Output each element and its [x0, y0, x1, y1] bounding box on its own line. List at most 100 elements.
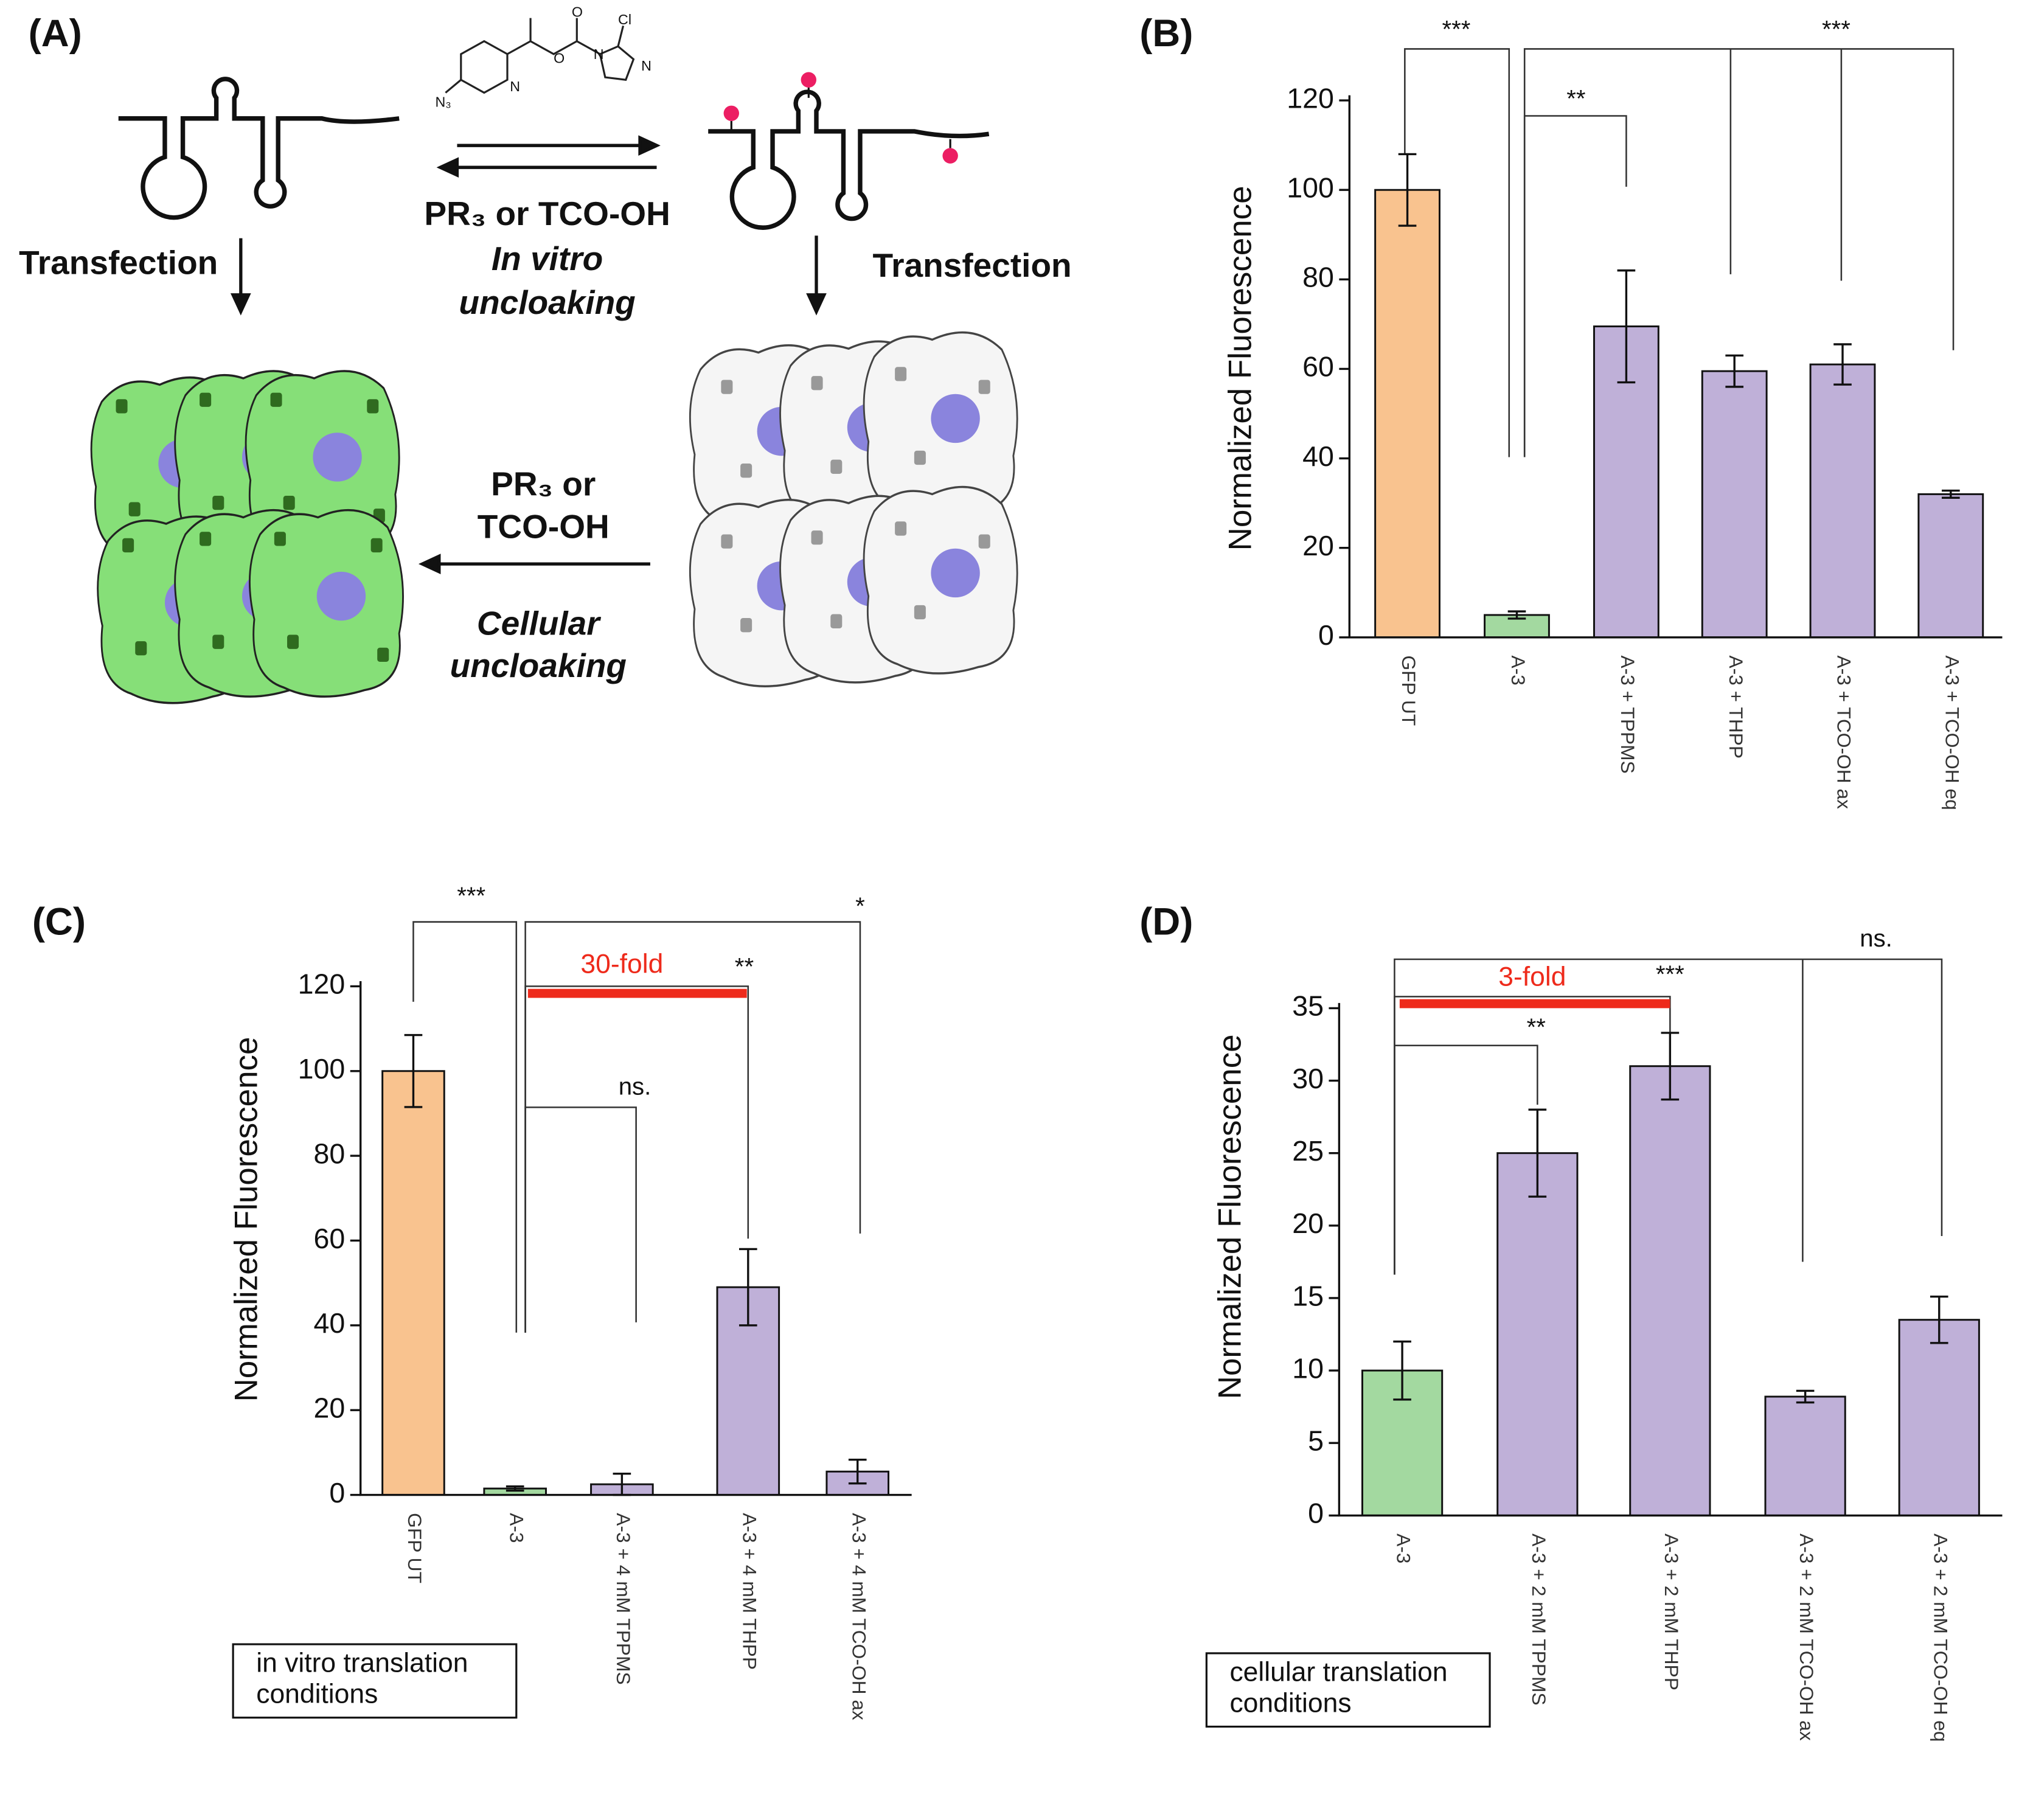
y-tick-label: 30 — [1292, 1063, 1324, 1094]
significance-label: * — [855, 892, 865, 920]
icon — [830, 459, 843, 474]
icon — [212, 634, 224, 649]
x-tick-label: GFP UT — [404, 1513, 426, 1583]
cloak-stem — [730, 87, 951, 148]
label: TCO-OH — [478, 508, 610, 546]
y-tick-label: 60 — [313, 1223, 345, 1254]
icon — [721, 534, 733, 549]
molecule — [445, 18, 635, 94]
rna — [118, 77, 400, 220]
label: Transfection — [873, 246, 1072, 284]
error-bar — [848, 1458, 867, 1485]
y-tick-label: 10 — [1292, 1352, 1324, 1384]
bar — [1374, 189, 1440, 639]
y-tick-label: 5 — [1308, 1425, 1324, 1457]
significance-bracket — [1523, 48, 1955, 457]
label: uncloaking — [459, 283, 635, 321]
icon — [370, 538, 383, 553]
atom: N₃ — [435, 94, 451, 110]
panel-label: (A) — [29, 12, 82, 55]
significance-bracket — [1394, 1044, 1538, 1275]
x-tick-label: A-3 + 4 mM THPP — [738, 1513, 760, 1670]
y-tick-label: 20 — [313, 1392, 345, 1423]
error-bar — [1930, 1295, 1948, 1344]
error-bar — [404, 1033, 423, 1108]
x-tick-label: A-3 — [1393, 1533, 1415, 1563]
error-bar — [1796, 1389, 1815, 1404]
y-axis-label: Normalized Fluorescence — [1223, 186, 1259, 551]
x-tick-label: GFP UT — [1398, 655, 1420, 726]
y-tick-label: 25 — [1292, 1135, 1324, 1167]
icon — [811, 530, 823, 545]
bar — [1496, 1152, 1579, 1516]
icon — [128, 502, 141, 516]
significance-bracket — [524, 1106, 637, 1333]
icon — [811, 376, 823, 391]
y-tick-label: 100 — [1287, 172, 1334, 204]
cloak — [723, 72, 958, 164]
x-tick-label: A-3 + 2 mM TCO-OH eq — [1930, 1533, 1951, 1742]
rna — [708, 89, 990, 230]
cells — [90, 331, 1018, 704]
error-bar — [1398, 153, 1417, 227]
atom: O — [572, 4, 583, 19]
label: PR₃ or TCO-OH — [424, 195, 670, 232]
y-tick-label: 80 — [313, 1138, 345, 1169]
error-bar — [1941, 489, 1960, 499]
bar — [1629, 1065, 1711, 1516]
nucleus — [313, 432, 362, 482]
y-tick-label: 0 — [1308, 1498, 1324, 1529]
significance-label: *** — [1822, 15, 1850, 43]
label: uncloaking — [450, 647, 627, 684]
y-tick-label: 0 — [329, 1477, 345, 1509]
label: In vitro — [492, 240, 603, 277]
y-axis-label: Normalized Fluorescence — [229, 1037, 265, 1402]
error-bar — [1661, 1032, 1680, 1101]
atom: N — [594, 46, 604, 62]
atom: N — [510, 78, 520, 94]
y-tick-label: 40 — [313, 1307, 345, 1339]
atom: O — [554, 50, 565, 66]
nucleus — [316, 571, 366, 621]
icon — [895, 521, 907, 536]
axis — [1338, 1002, 2003, 1517]
significance-label: ** — [1527, 1013, 1546, 1041]
significance-label: ns. — [619, 1072, 652, 1100]
icon — [978, 534, 990, 549]
note-text: in vitro translation — [256, 1648, 468, 1678]
fold-bar — [1399, 999, 1670, 1009]
label: Transfection — [19, 244, 218, 282]
icon — [721, 380, 733, 394]
icon — [830, 614, 843, 628]
icon — [914, 605, 926, 620]
y-axis-label: Normalized Fluorescence — [1212, 1034, 1248, 1399]
icon — [270, 392, 282, 407]
x-tick-label: A-3 + 2 mM THPP — [1661, 1533, 1683, 1690]
y-tick-label: 120 — [1287, 82, 1334, 114]
x-tick-label: A-3 + 2 mM TPPMS — [1528, 1533, 1550, 1706]
icon — [740, 464, 752, 478]
y-tick-label: 20 — [1292, 1207, 1324, 1239]
fold-label: 3-fold — [1498, 962, 1566, 992]
y-tick-label: 15 — [1292, 1280, 1324, 1311]
icon — [116, 399, 128, 414]
bar — [1809, 363, 1876, 639]
note-box — [232, 1643, 518, 1719]
bar — [1898, 1319, 1980, 1516]
icon — [377, 647, 389, 662]
note-text: cellular translation — [1229, 1657, 1447, 1687]
significance-label: ns. — [1860, 925, 1892, 952]
x-tick-label: A-3 + TCO-OH ax — [1833, 655, 1855, 809]
icon — [200, 532, 212, 546]
significance-label: *** — [1442, 15, 1471, 43]
y-tick-label: 80 — [1302, 262, 1334, 293]
significance-bracket — [1404, 48, 1510, 457]
x-tick-label: A-3 + 4 mM TPPMS — [613, 1513, 634, 1685]
bar — [381, 1070, 445, 1496]
panel-label: (B) — [1139, 12, 1193, 55]
x-tick-label: A-3 + 2 mM TCO-OH ax — [1796, 1533, 1818, 1741]
error-bar — [738, 1248, 757, 1327]
note-box — [1205, 1652, 1491, 1728]
fold-label: 30-fold — [580, 949, 663, 979]
